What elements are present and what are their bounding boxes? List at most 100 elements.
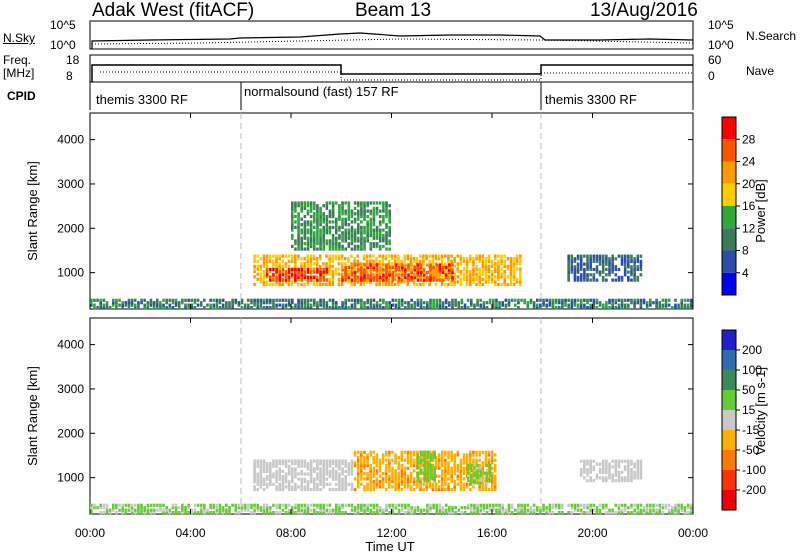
data-cell [325,278,329,282]
data-cell [674,306,677,310]
data-cell [416,463,419,468]
data-cell [539,306,542,310]
data-cell [589,459,592,463]
data-cell [334,244,338,248]
data-cell [400,503,404,507]
data-cell [291,301,294,305]
data-cell [206,303,209,307]
data-cell [614,462,618,466]
data-cell [294,242,297,246]
data-cell [378,265,382,270]
data-cell [319,242,322,246]
data-cell [294,278,297,282]
data-cell [423,458,426,462]
data-cell [444,466,447,470]
data-cell [406,466,410,470]
data-cell [184,506,187,510]
data-cell [309,254,313,258]
data-cell [306,262,310,266]
data-cell [429,268,432,272]
data-cell [513,298,517,302]
data-cell [589,465,592,469]
y-tick-label: 3000 [57,177,84,191]
data-cell [459,482,463,486]
data-cell [272,462,275,466]
data-cell [344,220,347,224]
data-cell [617,275,621,280]
data-cell [300,282,303,287]
data-cell [633,470,636,474]
data-cell [316,462,319,466]
data-cell [506,257,510,261]
data-cell [490,450,494,454]
data-cell [391,508,395,512]
data-cell [485,468,489,473]
data-cell [440,469,444,473]
data-cell [350,254,353,258]
data-cell [316,225,319,229]
data-cell [312,204,316,208]
data-cell [322,242,326,246]
data-cell [287,503,291,507]
data-cell [362,254,366,258]
data-cell [247,306,250,310]
data-cell [636,267,640,272]
data-cell [115,306,118,310]
data-cell [363,503,366,507]
data-cell [611,298,614,302]
data-cell [501,301,505,305]
data-cell [583,270,586,274]
data-cell [517,506,520,510]
data-cell [394,477,397,481]
data-cell [272,511,275,515]
data-cell [384,466,388,470]
data-cell [256,503,260,507]
data-cell [256,259,260,263]
data-cell [306,209,310,213]
data-cell [412,257,416,261]
data-cell [605,465,608,469]
data-cell [281,475,285,479]
data-cell [382,244,385,248]
data-cell [369,263,373,267]
data-cell [272,264,275,269]
data-cell [592,254,596,258]
data-cell [338,506,341,510]
data-cell [472,461,475,465]
data-cell [378,233,382,238]
data-cell [490,458,494,462]
data-cell [451,270,454,275]
data-cell [592,306,596,310]
data-cell [325,301,329,305]
data-cell [318,282,322,287]
data-cell [309,469,313,474]
data-cell [360,233,363,238]
data-cell [347,209,351,213]
data-cell [265,511,269,515]
data-cell [617,459,621,463]
data-cell [93,298,96,302]
data-cell [378,458,382,462]
data-cell [111,301,115,305]
data-cell [290,280,294,284]
data-cell [360,469,363,473]
data-cell [368,280,372,284]
data-cell [287,278,291,282]
data-cell [281,480,285,484]
data-cell [481,264,485,269]
data-cell [388,466,391,470]
data-cell [297,220,300,224]
data-cell [450,272,453,276]
data-cell [605,470,608,474]
data-cell [633,259,636,264]
data-cell [328,220,332,224]
data-cell [316,220,319,224]
data-cell [174,301,178,305]
data-cell [586,479,589,483]
data-cell [212,306,216,310]
data-cell [425,257,428,261]
data-cell [360,228,363,232]
data-cell [409,474,413,478]
data-cell [322,477,326,481]
data-cell [265,475,269,479]
